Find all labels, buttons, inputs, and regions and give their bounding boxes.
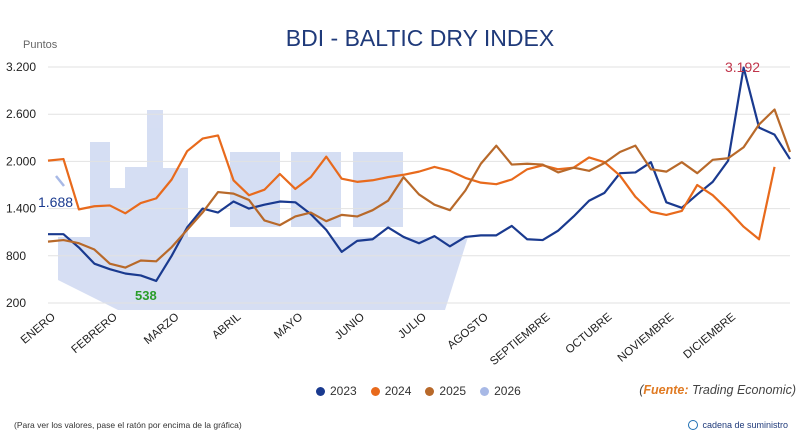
brand-name: cadena de suministro xyxy=(702,420,788,430)
legend-label: 2026 xyxy=(494,384,521,398)
y-tick-label: 2.000 xyxy=(6,154,36,168)
y-axis-label: Puntos xyxy=(23,39,58,51)
legend-swatch xyxy=(480,386,490,396)
legend-item-2024[interactable]: 2024 xyxy=(370,384,412,398)
source-prefix: ( xyxy=(639,383,644,397)
x-tick-label: FEBRERO xyxy=(69,311,119,356)
x-tick-label: JULIO xyxy=(396,311,429,341)
chart-title: BDI - BALTIC DRY INDEX xyxy=(286,25,554,51)
brand-logo: cadena de suministro xyxy=(688,420,788,430)
annotations: 1.688 538 3.192 xyxy=(38,59,760,303)
ship-funnel-2 xyxy=(110,188,125,238)
ship-funnel-4 xyxy=(147,110,163,238)
legend-item-2026[interactable]: 2026 xyxy=(480,384,521,398)
x-tick-label: DICIEMBRE xyxy=(681,311,738,361)
series-line-2023[interactable] xyxy=(48,66,791,283)
brand-icon xyxy=(688,420,699,430)
x-tick-label: ENERO xyxy=(19,311,58,347)
ship-watermark xyxy=(58,110,468,310)
x-tick-label: MARZO xyxy=(142,311,182,347)
legend-label: 2024 xyxy=(384,384,412,398)
x-tick-label: ABRIL xyxy=(210,311,244,342)
footnote: (Para ver los valores, pase el ratón por… xyxy=(14,420,242,430)
y-tick-label: 200 xyxy=(6,296,26,310)
y-tick-label: 3.200 xyxy=(6,60,36,74)
ship-funnel-3 xyxy=(125,167,147,238)
x-tick-label: AGOSTO xyxy=(446,311,491,352)
series-line-2024[interactable] xyxy=(47,134,776,241)
legend-item-2023[interactable]: 2023 xyxy=(316,384,357,398)
x-tick-label: NOVIEMBRE xyxy=(616,311,677,365)
source-label: Fuente: xyxy=(643,383,689,397)
series-line-2025[interactable] xyxy=(47,108,792,269)
annotation-label: 3.192 xyxy=(725,59,760,75)
x-tick-label: MAYO xyxy=(272,311,305,341)
x-tick-label: SEPTIEMBRE xyxy=(488,311,553,368)
legend-swatch xyxy=(425,386,435,396)
source-text: Trading Economic) xyxy=(688,383,796,397)
legend-label: 2025 xyxy=(439,384,467,398)
ship-container-1 xyxy=(230,152,280,227)
ship-funnel-5 xyxy=(163,168,188,238)
annotation-label: 538 xyxy=(135,288,157,303)
ship-funnel-1 xyxy=(90,142,110,238)
x-axis-ticks: ENERO FEBRERO MARZO ABRIL MAYO JUNIO JULIO AGOS… xyxy=(19,311,738,368)
series-lines xyxy=(47,66,792,283)
y-tick-label: 800 xyxy=(6,249,26,263)
legend-item-2025[interactable]: 2025 xyxy=(425,384,466,398)
y-tick-label: 2.600 xyxy=(6,107,36,121)
annotation-label: 1.688 xyxy=(38,194,73,210)
legend-swatch xyxy=(316,386,325,396)
y-tick-label: 1.400 xyxy=(6,202,36,216)
ship-hull xyxy=(58,237,468,310)
y-axis-ticks: 200 800 1.400 2.000 2.600 3.200 xyxy=(6,60,36,310)
legend-swatch xyxy=(370,386,380,396)
legend: 2023 2024 2025 2026 xyxy=(316,384,521,398)
series-line-2026[interactable] xyxy=(55,175,65,187)
x-tick-label: JUNIO xyxy=(333,311,367,342)
legend-label: 2023 xyxy=(330,384,357,398)
source-note: (Fuente: Trading Economic) xyxy=(639,383,796,397)
x-tick-label: OCTUBRE xyxy=(564,311,615,357)
